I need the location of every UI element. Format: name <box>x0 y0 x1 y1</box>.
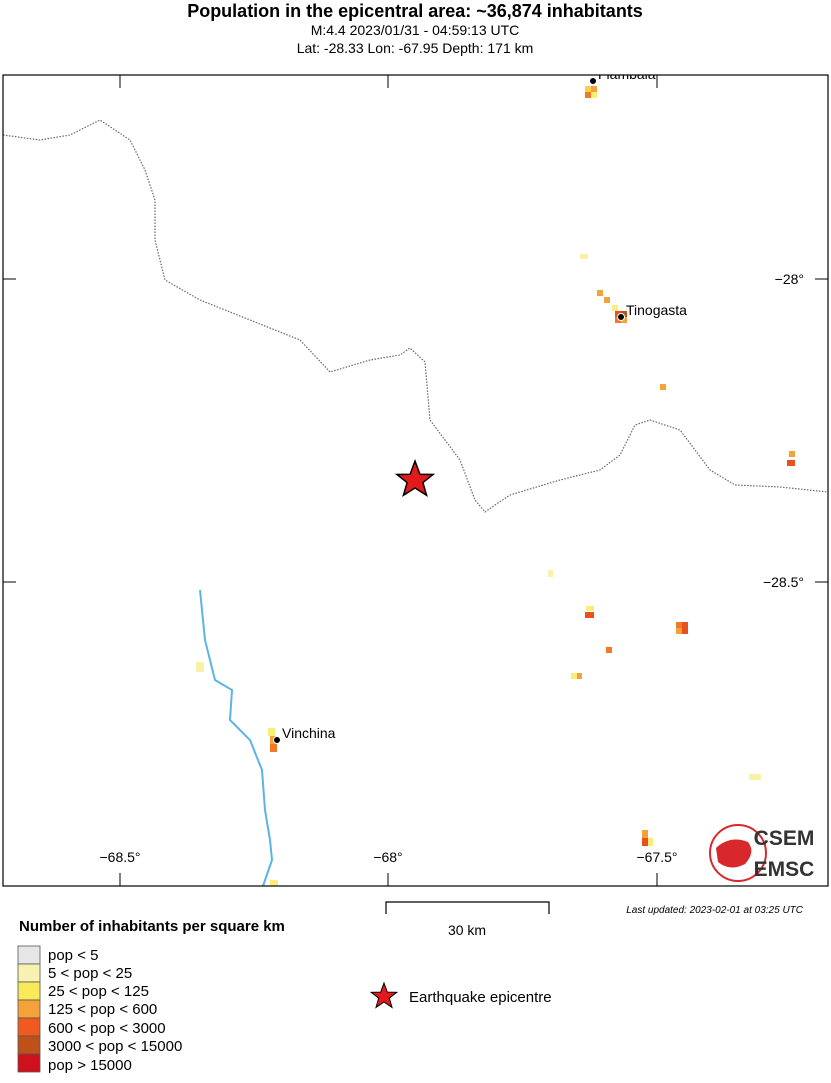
legend-epicentre: Earthquake epicentre <box>409 989 552 1006</box>
legend-item: 125 < pop < 600 <box>48 1001 157 1018</box>
logo-text: CSEM <box>754 827 815 850</box>
river <box>199 589 274 886</box>
legend-star <box>369 981 399 1009</box>
legend-item: 25 < pop < 125 <box>48 983 149 1000</box>
city-dot <box>589 77 597 85</box>
legend-item: pop > 15000 <box>48 1057 132 1074</box>
map-ticks <box>3 75 828 886</box>
city-dot <box>273 736 281 744</box>
legend-title: Number of inhabitants per square km <box>19 918 285 935</box>
subtitle: M:4.4 2023/01/31 - 04:59:13 UTC <box>311 22 520 38</box>
place-label: Tinogasta <box>626 302 687 318</box>
lon-label: −68.5° <box>99 849 140 865</box>
title: Population in the epicentral area: ~36,8… <box>187 1 643 21</box>
legend-item: pop < 5 <box>48 947 98 964</box>
lon-label: −68° <box>373 849 402 865</box>
map-frame <box>2 74 829 887</box>
place-label: Fiambala <box>598 66 656 82</box>
subtitle: Lat: -28.33 Lon: -67.95 Depth: 171 km <box>297 40 534 56</box>
legend-item: 3000 < pop < 15000 <box>48 1038 182 1055</box>
legend-item: 5 < pop < 25 <box>48 965 132 982</box>
border <box>3 119 828 513</box>
legend-swatches <box>17 945 41 1073</box>
place-label: Vinchina <box>282 725 336 741</box>
scale-bar <box>385 901 550 914</box>
map-content: Fiambala Tinogasta Vinchina CSEM EMSC <box>3 66 828 886</box>
last-updated: Last updated: 2023-02-01 at 03:25 UTC <box>626 905 804 916</box>
scale-label: 30 km <box>448 922 486 938</box>
lat-label: −28° <box>775 271 804 287</box>
lon-label: −67.5° <box>636 849 677 865</box>
legend-item: 600 < pop < 3000 <box>48 1020 166 1037</box>
logo-text: EMSC <box>754 858 815 881</box>
city-dot <box>617 313 625 321</box>
lat-label: −28.5° <box>763 574 804 590</box>
epicentre-star <box>394 458 436 497</box>
logo: CSEM EMSC <box>709 824 815 882</box>
